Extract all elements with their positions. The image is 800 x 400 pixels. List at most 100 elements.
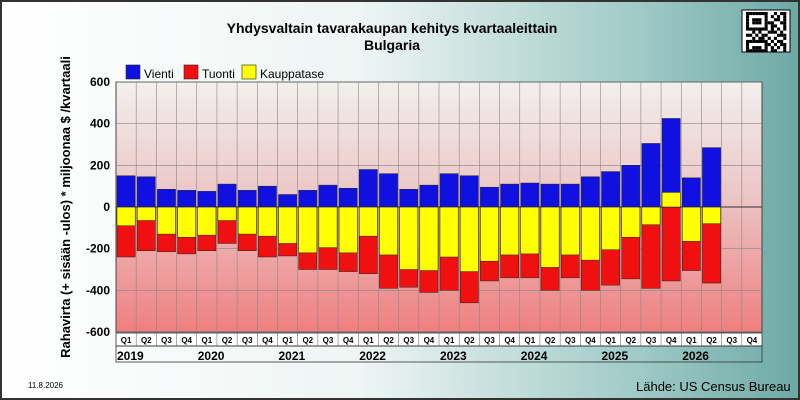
qr-cell [773, 30, 777, 34]
year-label: 2021 [279, 349, 306, 363]
bar-export [298, 190, 318, 208]
y-tick-label: 400 [90, 117, 110, 131]
bar-export [641, 143, 661, 208]
qr-cell [752, 12, 756, 16]
qr-cell [767, 36, 771, 40]
qr-cell [783, 27, 787, 31]
qr-cell [749, 49, 753, 53]
bar-balance [661, 192, 681, 208]
x-tick-label: Q1 [121, 336, 132, 345]
legend-label: Vienti [144, 67, 174, 81]
year-label: 2020 [198, 349, 225, 363]
qr-cell [780, 39, 784, 43]
bar-export [278, 194, 297, 208]
qr-cell [770, 49, 774, 53]
bar-export [439, 173, 459, 208]
bar-balance [459, 206, 479, 272]
qr-cell [783, 18, 787, 22]
bar-balance [419, 206, 439, 271]
year-label: 2019 [117, 349, 144, 363]
qr-cell [746, 43, 750, 47]
qr-cell [764, 27, 768, 31]
bar-balance [500, 206, 519, 256]
bar-export [682, 177, 701, 208]
qr-cell [758, 46, 762, 50]
bar-balance [217, 206, 237, 221]
qr-cell [752, 18, 756, 22]
qr-cell [758, 21, 762, 25]
qr-cell [764, 46, 768, 50]
x-tick-label: Q3 [565, 336, 576, 345]
bar-balance [136, 206, 156, 221]
bar-export [359, 169, 378, 208]
bar-balance [197, 206, 217, 236]
qr-cell [780, 12, 784, 16]
qr-cell [746, 15, 750, 19]
qr-cell [746, 18, 750, 22]
qr-cell [746, 46, 750, 50]
qr-cell [758, 27, 762, 31]
bar-balance [439, 206, 459, 258]
x-tick-label: Q3 [403, 336, 414, 345]
y-tick-label: -400 [86, 283, 110, 297]
qr-cell [761, 39, 765, 43]
qr-cell [755, 21, 759, 25]
qr-cell [752, 30, 756, 34]
qr-cell [752, 49, 756, 53]
qr-cell [749, 12, 753, 16]
x-tick-label: Q2 [706, 336, 717, 345]
x-tick-label: Q1 [202, 336, 213, 345]
year-label: 2025 [602, 349, 629, 363]
qr-cell [764, 39, 768, 43]
qr-cell [755, 12, 759, 16]
qr-cell [752, 39, 756, 43]
qr-cell [770, 46, 774, 50]
x-tick-label: Q3 [726, 336, 737, 345]
bar-export [217, 183, 237, 208]
qr-cell [746, 39, 750, 43]
bar-balance [682, 206, 701, 242]
qr-code-icon [741, 9, 791, 53]
qr-cell [783, 49, 787, 53]
x-tick-label: Q2 [545, 336, 556, 345]
qr-cell [783, 15, 787, 19]
bar-export [621, 165, 641, 208]
bar-export [177, 190, 196, 208]
bar-export [318, 184, 338, 208]
chart-title: Yhdysvaltain tavarakaupan kehitys kvarta… [227, 20, 558, 36]
bar-balance [237, 206, 257, 235]
x-tick-label: Q3 [646, 336, 657, 345]
qr-cell [758, 49, 762, 53]
bar-export [258, 185, 277, 208]
x-tick-label: Q1 [605, 336, 616, 345]
x-tick-label: Q1 [686, 336, 697, 345]
qr-cell [783, 21, 787, 25]
legend-swatch [241, 64, 257, 80]
y-tick-label: -600 [86, 325, 110, 339]
qr-cell [770, 21, 774, 25]
bar-export [157, 189, 176, 208]
qr-cell [770, 39, 774, 43]
bar-balance [560, 206, 580, 256]
qr-cell [777, 46, 781, 50]
legend-label: Tuonti [202, 67, 235, 81]
bar-balance [379, 206, 398, 256]
bar-balance [601, 206, 620, 250]
qr-cell [777, 33, 781, 37]
source-label: Lähde: US Census Bureau [636, 379, 791, 394]
qr-cell [773, 24, 777, 28]
qr-cell [758, 18, 762, 22]
x-tick-label: Q2 [625, 336, 636, 345]
bar-export [702, 147, 721, 208]
qr-cell [761, 33, 765, 37]
qr-cell [783, 24, 787, 28]
qr-cell [746, 24, 750, 28]
qr-cell [780, 21, 784, 25]
qr-cell [749, 33, 753, 37]
year-label: 2022 [359, 349, 386, 363]
x-tick-label: Q4 [343, 336, 354, 345]
qr-cell [758, 39, 762, 43]
year-label: 2026 [682, 349, 709, 363]
qr-cell [755, 39, 759, 43]
